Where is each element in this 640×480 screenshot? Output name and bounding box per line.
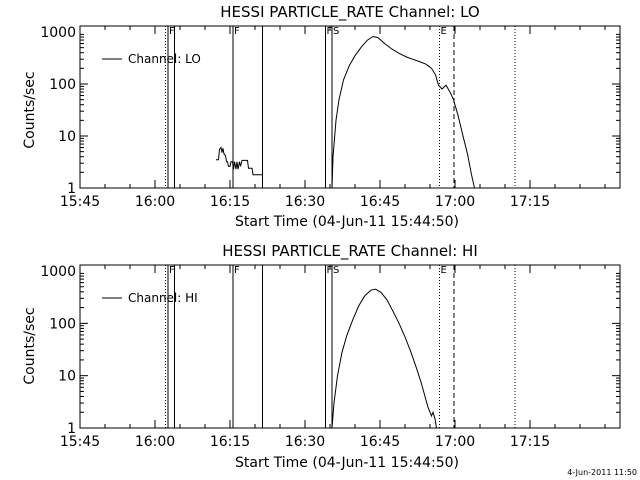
hi-y-tick-label: 10 (58, 369, 76, 385)
hi-y-tick-label: 1000 (40, 264, 76, 280)
lo-x-tick-label: 16:45 (360, 194, 400, 210)
lo-event-marker-label: S (333, 26, 339, 37)
lo-x-tick-label: 15:45 (60, 194, 100, 210)
hi-x-tick-label: 16:45 (360, 434, 400, 450)
hi-y-axis-label: Counts/sec (22, 307, 38, 384)
hi-x-tick-label: 16:15 (210, 434, 250, 450)
hi-y-tick-label: 100 (49, 316, 76, 332)
lo-y-tick-label: 1000 (40, 25, 76, 41)
hi-event-marker-label: S (333, 265, 339, 276)
lo-x-tick-label: 17:15 (510, 194, 550, 210)
hi-y-tick-label: 1 (67, 421, 76, 437)
hi-plot-frame (79, 264, 621, 429)
lo-plot-group: 15:45 16:00 16:15 16:30 16:45 17:00 17:15 1 10 10… (40, 25, 621, 210)
lo-y-axis-label: Counts/sec (22, 71, 38, 148)
lo-y-tick-label: 100 (49, 77, 76, 93)
lo-x-tick-label: 16:30 (285, 194, 325, 210)
hi-event-marker-label: F (234, 265, 240, 276)
lo-event-marker-label: F (169, 26, 175, 37)
lo-plot-frame (79, 25, 621, 189)
lo-x-tick-label: 16:00 (135, 194, 175, 210)
hi-plot-group: 15:45 16:00 16:15 16:30 16:45 17:00 17:15 1 10 10… (40, 264, 621, 450)
hi-event-marker-label: F (327, 265, 333, 276)
hi-x-tick-label: 17:00 (435, 434, 475, 450)
hi-legend-label: Channel: HI (128, 291, 198, 305)
lo-legend-label: Channel: LO (128, 52, 201, 66)
lo-event-marker-label: F (234, 26, 240, 37)
lo-x-tick-label: 16:15 (210, 194, 250, 210)
lo-series-line-1 (331, 35, 475, 189)
hi-x-tick-label: 15:45 (60, 434, 100, 450)
hi-event-marker-label: E (441, 265, 447, 276)
lo-event-marker-label: F (327, 26, 333, 37)
hi-x-tick-label: 17:15 (510, 434, 550, 450)
hi-x-axis-label: Start Time (04-Jun-11 15:44:50) (235, 455, 459, 471)
lo-y-tick-label: 10 (58, 129, 76, 145)
hi-series-line-0 (331, 288, 437, 429)
footer-timestamp: 4-Jun-2011 11:50 (567, 468, 637, 477)
hi-panel-title: HESSI PARTICLE_RATE Channel: HI (222, 242, 478, 261)
hi-event-marker-label: F (169, 265, 175, 276)
lo-panel-title: HESSI PARTICLE_RATE Channel: LO (220, 3, 479, 22)
lo-y-tick-label: 1 (67, 181, 76, 197)
lo-event-marker-label: E (441, 26, 447, 37)
lo-series-line-0 (216, 146, 263, 188)
lo-x-tick-label: 17:00 (435, 194, 475, 210)
hi-x-tick-label: 16:30 (285, 434, 325, 450)
hi-x-tick-label: 16:00 (135, 434, 175, 450)
lo-x-axis-label: Start Time (04-Jun-11 15:44:50) (235, 214, 459, 230)
